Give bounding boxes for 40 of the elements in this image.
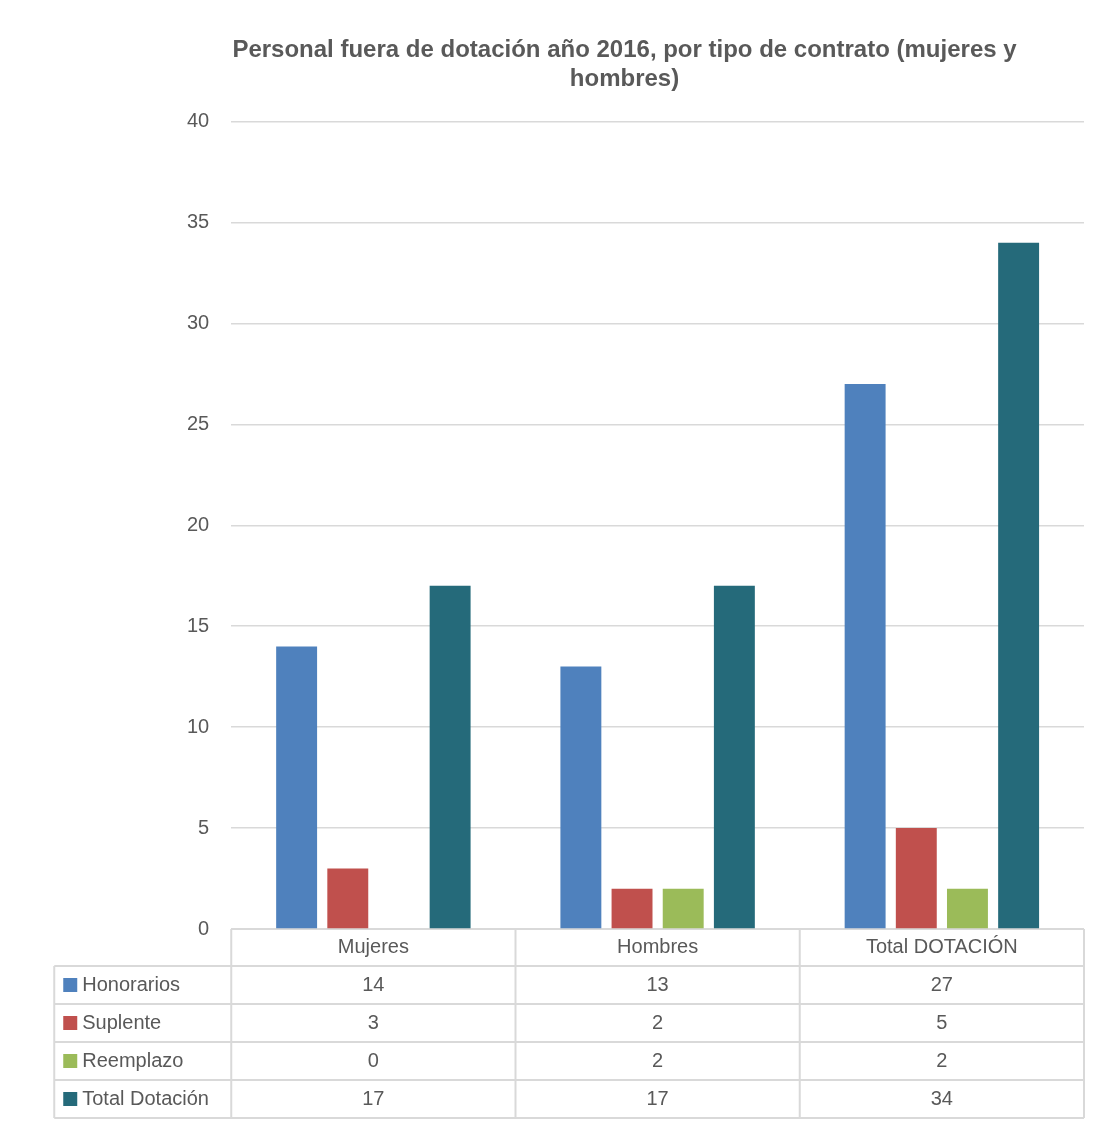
bar xyxy=(560,666,602,929)
chart-title: Personal fuera de dotación año 2016, por tipo de contrato (mujeres y hombres) xyxy=(232,35,1018,91)
y-tick-label: 25 xyxy=(187,411,210,434)
y-tick-label: 15 xyxy=(187,613,210,636)
data-label: 17 xyxy=(362,1086,385,1109)
legend-label: Reemplazo xyxy=(82,1048,184,1071)
x-tick-label: Hombres xyxy=(617,935,699,958)
data-label: 0 xyxy=(367,1048,379,1071)
legend-label: Total Dotación xyxy=(82,1086,209,1109)
bar xyxy=(844,384,886,929)
bar xyxy=(611,888,653,929)
bar xyxy=(895,828,937,929)
legend-label: Suplente xyxy=(82,1010,162,1033)
bar xyxy=(429,585,471,929)
data-label: 34 xyxy=(930,1086,953,1109)
bar xyxy=(662,888,704,929)
data-label: 2 xyxy=(652,1048,664,1071)
bar xyxy=(276,646,318,929)
data-label: 5 xyxy=(936,1010,948,1033)
data-label: 13 xyxy=(646,972,669,995)
y-tick-label: 20 xyxy=(187,512,210,535)
y-tick-label: 0 xyxy=(198,916,210,939)
bar xyxy=(998,242,1040,929)
y-tick-label: 5 xyxy=(198,815,210,838)
legend-label: Honorarios xyxy=(82,972,181,995)
bar xyxy=(946,888,988,929)
data-label: 17 xyxy=(646,1086,669,1109)
bar xyxy=(327,868,369,929)
y-tick-label: 40 xyxy=(187,109,210,132)
y-tick-label: 30 xyxy=(187,310,210,333)
y-tick-label: 10 xyxy=(187,714,210,737)
x-tick-label: Total DOTACIÓN xyxy=(865,935,1018,958)
data-label: 2 xyxy=(652,1010,664,1033)
y-tick-label: 35 xyxy=(187,210,210,233)
bar xyxy=(713,585,755,929)
data-label: 27 xyxy=(930,972,953,995)
data-label: 3 xyxy=(367,1010,379,1033)
x-tick-label: Mujeres xyxy=(337,935,409,958)
data-label: 2 xyxy=(936,1048,948,1071)
data-label: 14 xyxy=(362,972,385,995)
